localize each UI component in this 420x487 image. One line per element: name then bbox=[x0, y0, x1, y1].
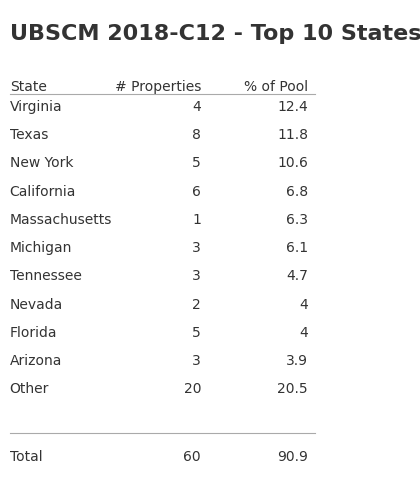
Text: Other: Other bbox=[10, 382, 49, 396]
Text: 20: 20 bbox=[184, 382, 201, 396]
Text: Arizona: Arizona bbox=[10, 354, 62, 368]
Text: Michigan: Michigan bbox=[10, 241, 72, 255]
Text: 6.8: 6.8 bbox=[286, 185, 308, 199]
Text: 4: 4 bbox=[192, 100, 201, 114]
Text: 3: 3 bbox=[192, 241, 201, 255]
Text: New York: New York bbox=[10, 156, 73, 170]
Text: 20.5: 20.5 bbox=[277, 382, 308, 396]
Text: UBSCM 2018-C12 - Top 10 States: UBSCM 2018-C12 - Top 10 States bbox=[10, 24, 420, 44]
Text: % of Pool: % of Pool bbox=[244, 80, 308, 94]
Text: 2: 2 bbox=[192, 298, 201, 312]
Text: California: California bbox=[10, 185, 76, 199]
Text: Tennessee: Tennessee bbox=[10, 269, 81, 283]
Text: 12.4: 12.4 bbox=[277, 100, 308, 114]
Text: Nevada: Nevada bbox=[10, 298, 63, 312]
Text: State: State bbox=[10, 80, 47, 94]
Text: 10.6: 10.6 bbox=[277, 156, 308, 170]
Text: 6: 6 bbox=[192, 185, 201, 199]
Text: 4.7: 4.7 bbox=[286, 269, 308, 283]
Text: Total: Total bbox=[10, 450, 42, 464]
Text: # Properties: # Properties bbox=[115, 80, 201, 94]
Text: 5: 5 bbox=[192, 156, 201, 170]
Text: 3.9: 3.9 bbox=[286, 354, 308, 368]
Text: 4: 4 bbox=[299, 326, 308, 340]
Text: 3: 3 bbox=[192, 269, 201, 283]
Text: 60: 60 bbox=[184, 450, 201, 464]
Text: 6.3: 6.3 bbox=[286, 213, 308, 227]
Text: Virginia: Virginia bbox=[10, 100, 62, 114]
Text: 5: 5 bbox=[192, 326, 201, 340]
Text: 1: 1 bbox=[192, 213, 201, 227]
Text: 11.8: 11.8 bbox=[277, 128, 308, 142]
Text: 4: 4 bbox=[299, 298, 308, 312]
Text: Texas: Texas bbox=[10, 128, 48, 142]
Text: 6.1: 6.1 bbox=[286, 241, 308, 255]
Text: 3: 3 bbox=[192, 354, 201, 368]
Text: 90.9: 90.9 bbox=[277, 450, 308, 464]
Text: Florida: Florida bbox=[10, 326, 57, 340]
Text: 8: 8 bbox=[192, 128, 201, 142]
Text: Massachusetts: Massachusetts bbox=[10, 213, 112, 227]
